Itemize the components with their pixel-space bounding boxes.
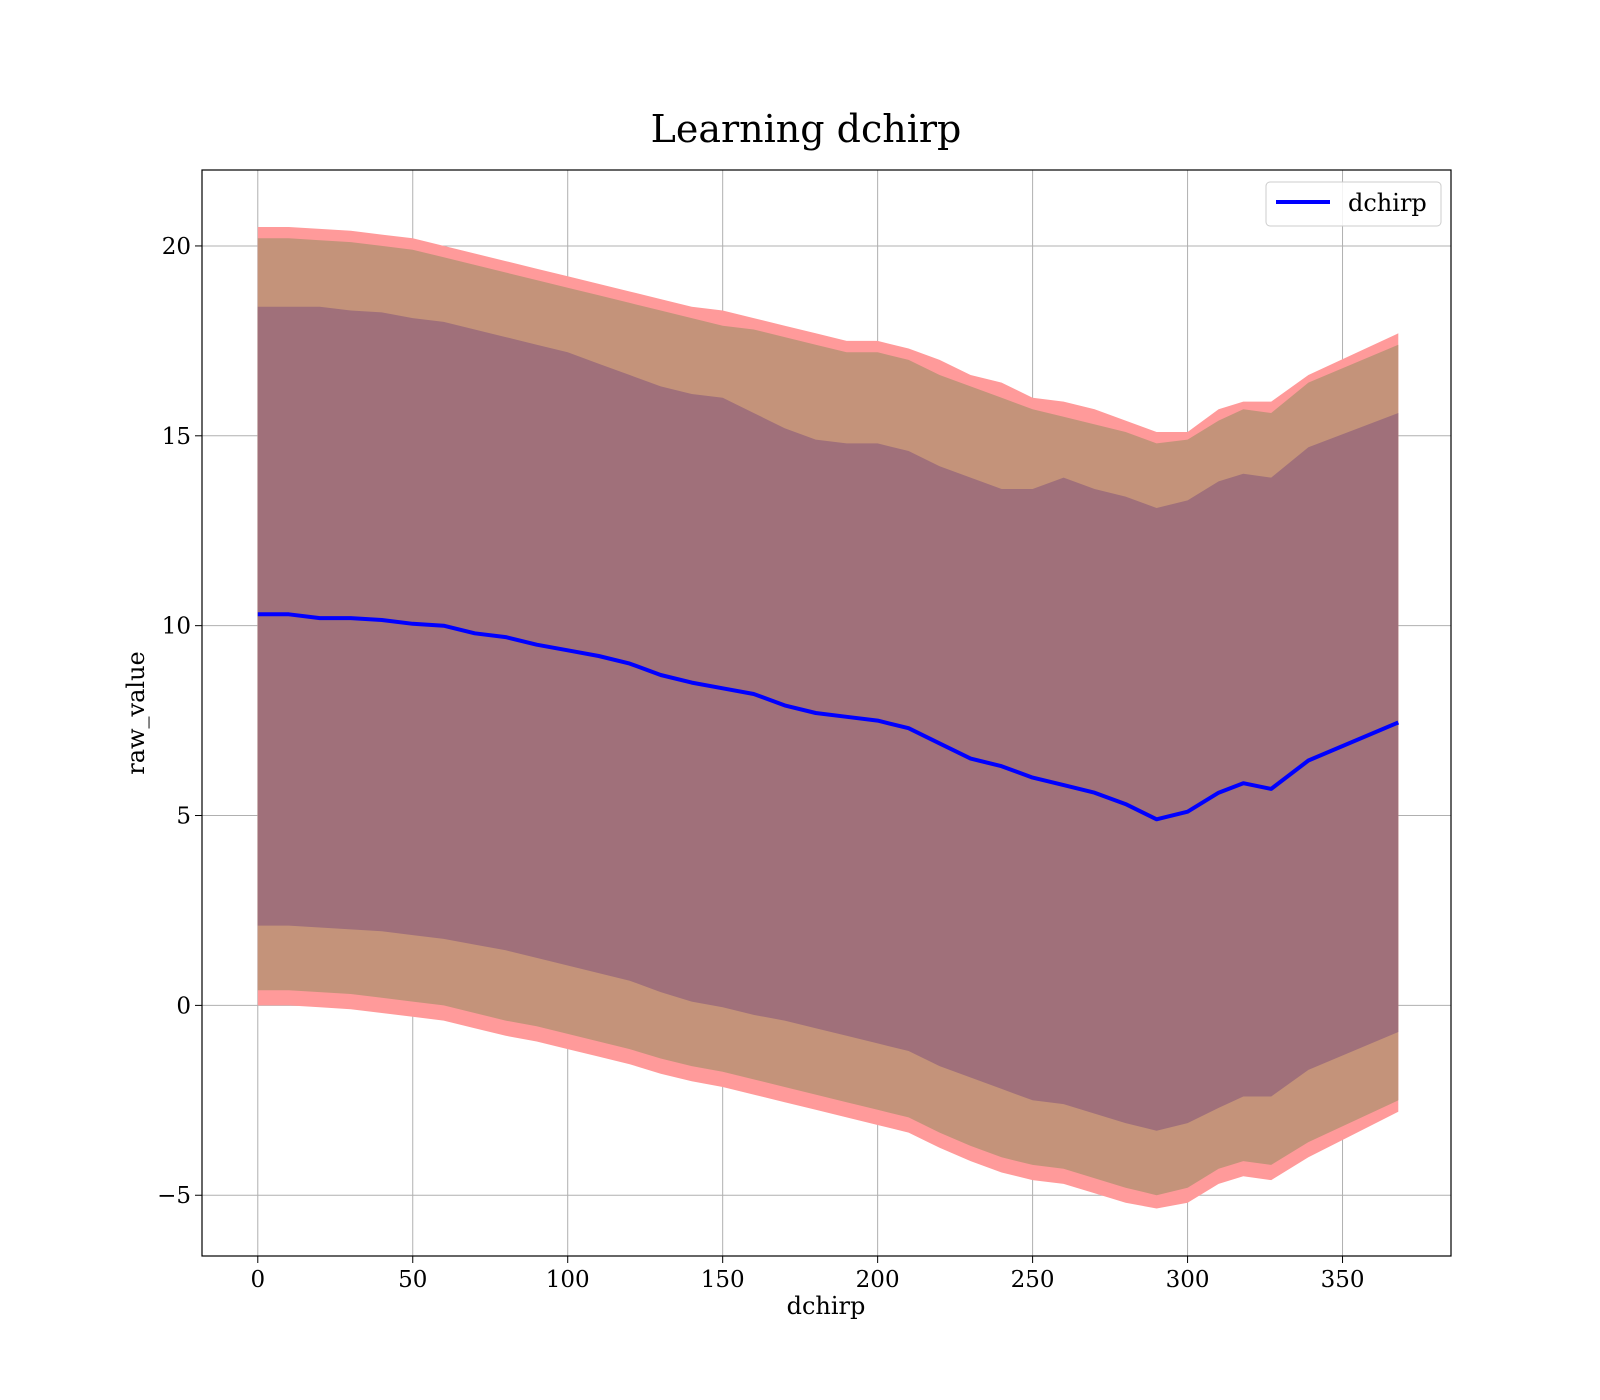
y-tick-label: 5 xyxy=(176,804,191,830)
y-tick-label: 0 xyxy=(176,993,191,1019)
x-tick-label: 150 xyxy=(701,1267,745,1293)
band-layer xyxy=(257,227,1399,1209)
y-axis-ticks: −5 0 5 10 15 20 xyxy=(157,234,202,1209)
y-axis-label: raw_value xyxy=(122,651,150,775)
x-tick-label: 350 xyxy=(1321,1267,1365,1293)
y-tick-label: 20 xyxy=(162,234,191,260)
series-line-dchirp xyxy=(257,612,1400,822)
y-tick-label: 10 xyxy=(162,614,191,640)
legend-frame xyxy=(1265,181,1442,227)
x-tick-label: 50 xyxy=(398,1267,427,1293)
line-layer xyxy=(257,612,1400,822)
x-tick-label: 300 xyxy=(1166,1267,1210,1293)
inner-confidence-band xyxy=(257,306,1399,1131)
y-tick-label: −5 xyxy=(157,1183,191,1209)
x-tick-label: 0 xyxy=(250,1267,265,1293)
x-tick-label: 250 xyxy=(1011,1267,1055,1293)
y-tick-label: 15 xyxy=(162,424,191,450)
legend-entry-dchirp: dchirp xyxy=(1348,189,1427,217)
plot-frame xyxy=(201,169,1452,1257)
x-axis-ticks: 0 50 100 150 200 250 300 350 xyxy=(250,1256,1364,1293)
legend: dchirp xyxy=(1265,181,1442,227)
x-axis-label: dchirp xyxy=(787,1292,866,1320)
chart-title: Learning dchirp xyxy=(651,107,962,151)
x-tick-label: 100 xyxy=(546,1267,590,1293)
x-tick-label: 200 xyxy=(856,1267,900,1293)
